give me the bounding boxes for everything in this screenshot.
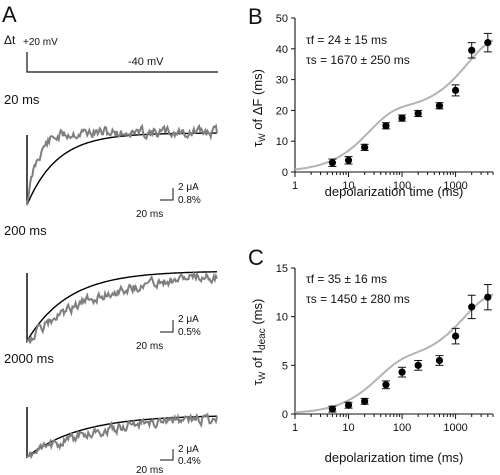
panel-c-y-label-sub: W — [257, 371, 267, 380]
scale-time-20ms: 20 ms — [136, 209, 163, 220]
panel-b-y-label-sub: W — [257, 133, 267, 142]
scale-time-200ms: 20 ms — [136, 341, 163, 352]
data-point — [451, 86, 460, 94]
panel-c-y-ticks: 0 5 10 15 — [276, 263, 295, 421]
data-point — [328, 405, 337, 413]
panel-b-y-label: τW of ΔF (ms) — [250, 69, 267, 147]
y-tick-label: 20 — [276, 105, 288, 117]
panel-c-y-label-tau: τ — [250, 379, 265, 385]
data-point — [382, 381, 390, 389]
data-point — [361, 397, 369, 405]
panel-c-points — [328, 284, 492, 413]
panel-c-y-label-sub2: deac — [257, 328, 268, 350]
panel-c-x-ticks: 1 10 100 1000 — [292, 414, 494, 434]
y-tick-label: 5 — [282, 360, 288, 372]
scale-time-2000ms: 20 ms — [136, 465, 163, 475]
trace-label-200ms: 200 ms — [4, 223, 47, 238]
protocol-hold-label: +20 mV — [23, 37, 58, 48]
trace-black-20ms — [26, 132, 217, 206]
data-point — [484, 39, 492, 47]
scale-percent-200ms: 0.5% — [178, 327, 201, 338]
y-tick-label: 10 — [276, 312, 288, 324]
panel-b-x-label: depolarization time (ms) — [325, 184, 464, 199]
x-tick-label: 100 — [393, 422, 411, 434]
scale-bar-20ms — [160, 188, 174, 201]
panel-c-y-label: τW of Ideac (ms) — [250, 299, 268, 386]
trace-gray-20ms — [26, 123, 218, 206]
y-tick-label: 15 — [276, 263, 288, 275]
panel-b-y-label-rest: of ΔF (ms) — [250, 69, 265, 133]
data-point — [484, 293, 492, 301]
data-point — [414, 109, 422, 118]
protocol-step-label: -40 mV — [128, 56, 164, 68]
protocol-dt-label: Δt — [4, 33, 16, 47]
panel-c-annotation-tau-slow: τs = 1450 ± 280 ms — [306, 292, 410, 306]
panel-b-x-ticks: 1 10 100 1000 — [292, 172, 494, 192]
scale-current-2000ms: 2 μA — [178, 444, 199, 455]
x-tick-label: 1000 — [443, 180, 467, 192]
trace-black-200ms — [26, 271, 218, 344]
trace-label-20ms: 20 ms — [4, 92, 40, 107]
panel-a: A Δt +20 mV -40 mV 20 ms 2 μA 0.8% 20 ms… — [2, 2, 218, 475]
trace-gray-200ms — [26, 270, 218, 344]
panel-c-y-label-tail: (ms) — [250, 299, 265, 329]
scale-bar-2000ms — [160, 449, 174, 461]
x-tick-label: 1 — [292, 180, 298, 192]
data-point — [414, 361, 422, 369]
panel-c-fit-curve — [295, 293, 494, 414]
panel-c-x-label: depolarization time (ms) — [325, 450, 464, 465]
panel-b-fit-curve — [294, 39, 494, 171]
panel-b-points — [328, 32, 492, 167]
panel-b-letter: B — [248, 4, 263, 29]
x-tick-label: 10 — [342, 180, 354, 192]
panel-a-letter: A — [2, 2, 17, 27]
trace-group-20ms: 20 ms 2 μA 0.8% 20 ms — [4, 92, 218, 220]
data-point — [435, 356, 444, 365]
data-point — [468, 46, 476, 54]
scale-percent-20ms: 0.8% — [178, 195, 201, 206]
x-tick-label: 10 — [342, 422, 354, 434]
data-point — [382, 122, 390, 130]
scale-percent-2000ms: 0.4% — [178, 456, 201, 467]
y-tick-label: 10 — [276, 136, 288, 148]
x-tick-label: 1000 — [443, 422, 467, 434]
panel-b: B 0 10 20 30 40 50 1 10 100 1000 τW of ΔF (ms) d… — [248, 4, 494, 199]
protocol-step-line — [26, 52, 218, 73]
scale-current-200ms: 2 μA — [178, 314, 199, 325]
panel-b-annotation-tau-fast: τf = 24 ± 15 ms — [306, 33, 387, 47]
panel-c: C 0 5 10 15 1 10 100 1000 τW of Ideac (ms) dep… — [248, 245, 494, 465]
panel-b-y-ticks: 0 10 20 30 40 50 — [276, 13, 295, 179]
data-point — [435, 102, 444, 110]
panel-b-annotation-tau-slow: τs = 1670 ± 250 ms — [306, 53, 410, 67]
scale-bar-200ms — [160, 320, 174, 333]
y-tick-label: 30 — [276, 75, 288, 87]
trace-label-2000ms: 2000 ms — [4, 351, 54, 366]
x-tick-label: 1 — [292, 422, 298, 434]
trace-group-2000ms: 2000 ms 2 μA 0.4% 20 ms — [4, 351, 218, 475]
y-tick-label: 0 — [282, 409, 288, 421]
y-tick-label: 50 — [276, 13, 288, 25]
data-point — [451, 332, 460, 340]
y-tick-label: 0 — [282, 167, 288, 179]
panel-c-annotation-tau-fast: τf = 35 ± 16 ms — [306, 272, 387, 286]
data-point — [328, 159, 337, 167]
panel-c-y-label-rest: of I — [250, 350, 265, 372]
trace-group-200ms: 200 ms 2 μA 0.5% 20 ms — [4, 223, 218, 352]
voltage-protocol: Δt +20 mV -40 mV — [4, 33, 218, 73]
panel-c-letter: C — [248, 245, 264, 270]
y-tick-label: 40 — [276, 44, 288, 56]
data-point — [344, 401, 353, 409]
data-point — [398, 114, 406, 122]
trace-gray-2000ms — [26, 412, 218, 460]
scale-current-20ms: 2 μA — [178, 182, 199, 193]
data-point — [468, 303, 476, 311]
data-point — [361, 143, 369, 151]
data-point — [344, 156, 353, 164]
data-point — [398, 368, 406, 376]
x-tick-label: 100 — [393, 180, 411, 192]
panel-b-y-label-tau: τ — [250, 141, 265, 147]
